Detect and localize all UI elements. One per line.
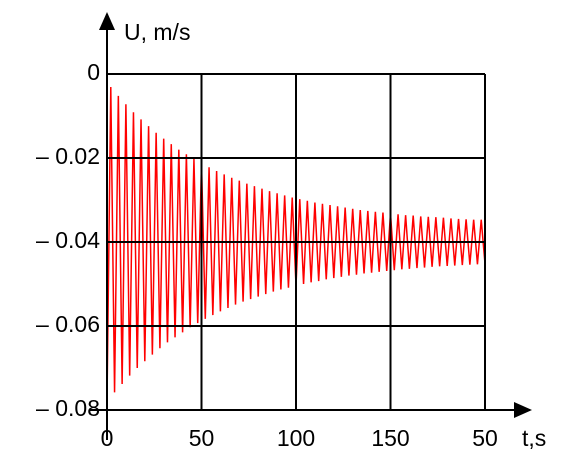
- y-axis-label: U, m/s: [124, 19, 190, 45]
- y-tick-label: – 0.06: [36, 311, 100, 337]
- y-tick-label: 0: [87, 59, 100, 85]
- x-tick-label: 100: [277, 425, 315, 451]
- x-tick-label: 50: [472, 425, 498, 451]
- y-tick-label: – 0.08: [36, 395, 100, 421]
- x-tick-label: 0: [101, 425, 114, 451]
- x-tick-label: 150: [371, 425, 409, 451]
- y-tick-label: – 0.02: [36, 143, 100, 169]
- x-axis-label: t,s: [522, 425, 546, 451]
- x-tick-label: 50: [189, 425, 215, 451]
- y-tick-label: – 0.04: [36, 227, 100, 253]
